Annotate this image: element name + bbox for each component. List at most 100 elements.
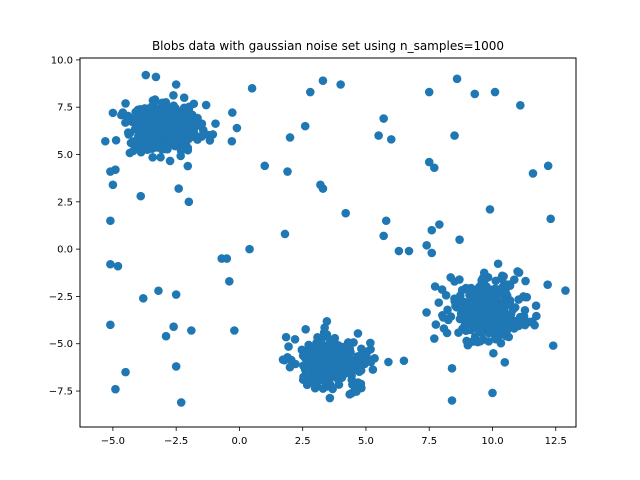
data-point [480,275,489,285]
data-point [169,90,178,100]
data-point [201,100,211,110]
data-point [486,324,496,334]
data-point [138,294,148,303]
data-point [381,216,391,226]
data-point [489,308,498,318]
data-point [466,325,475,335]
data-point [341,208,351,218]
data-point [422,241,431,250]
data-point [330,333,340,343]
data-point [321,354,330,363]
data-point [156,152,165,162]
data-point [165,110,175,120]
data-point [328,369,338,379]
data-point [353,329,363,338]
data-point [446,273,455,282]
data-point [509,275,519,284]
data-point [222,254,232,263]
data-point [319,374,328,383]
data-points [101,70,570,407]
data-point [232,123,242,133]
data-point [493,259,503,269]
data-point [434,298,444,307]
y-tick-label: 10.0 [51,55,73,66]
data-point [424,87,434,97]
data-point [141,70,151,80]
data-point [394,246,404,256]
data-point [431,320,441,329]
data-point [154,108,163,118]
data-point [335,362,344,372]
data-point [500,295,510,305]
data-point [225,276,234,286]
data-point [171,362,181,371]
data-point [521,276,530,286]
data-point [430,282,440,291]
data-point [101,136,110,146]
data-point [466,318,475,327]
data-point [310,383,320,393]
data-point [181,119,190,129]
data-point [399,356,409,366]
data-point [172,118,182,127]
data-point [228,108,237,117]
data-point [185,129,195,139]
data-point [318,76,328,86]
data-point [168,133,178,143]
data-point [281,332,291,342]
data-point [470,89,480,99]
data-point [344,341,354,350]
data-point [315,365,324,375]
data-point [176,146,186,156]
data-point [543,161,553,171]
x-tick-label: 5.0 [358,436,374,447]
data-point [118,108,128,117]
data-point [464,304,474,313]
data-point [439,313,448,322]
data-point [356,366,366,375]
data-point [299,361,309,371]
data-point [278,355,288,364]
x-tick-label: 12.5 [545,436,567,447]
data-point [504,332,514,342]
data-point [106,320,115,330]
data-point [193,135,202,144]
data-point [474,299,483,308]
data-point [468,310,478,320]
data-point [462,336,471,346]
data-point [135,105,145,114]
data-point [543,280,552,289]
data-point [379,114,388,123]
data-point [455,235,464,244]
data-point [108,180,118,190]
data-point [344,356,354,366]
data-point [384,357,393,367]
data-point [108,108,118,118]
data-point [488,388,497,398]
data-point [500,358,510,367]
data-point [356,351,365,360]
data-point [260,161,270,171]
data-point [154,286,163,296]
data-point [245,244,254,254]
data-point [136,191,146,201]
data-point [148,153,157,162]
data-point [484,337,494,346]
data-point [111,135,121,145]
data-point [455,275,464,284]
plot-frame [79,57,577,428]
data-point [280,229,290,239]
data-point [283,167,292,176]
data-point [422,308,431,317]
data-point [340,368,350,377]
data-point [483,309,492,319]
data-point [497,271,507,281]
data-point [404,246,414,256]
data-point [531,301,541,311]
data-point [169,322,178,332]
data-point [318,384,328,393]
data-point [291,359,300,369]
data-point [348,380,357,389]
data-point [176,398,186,407]
